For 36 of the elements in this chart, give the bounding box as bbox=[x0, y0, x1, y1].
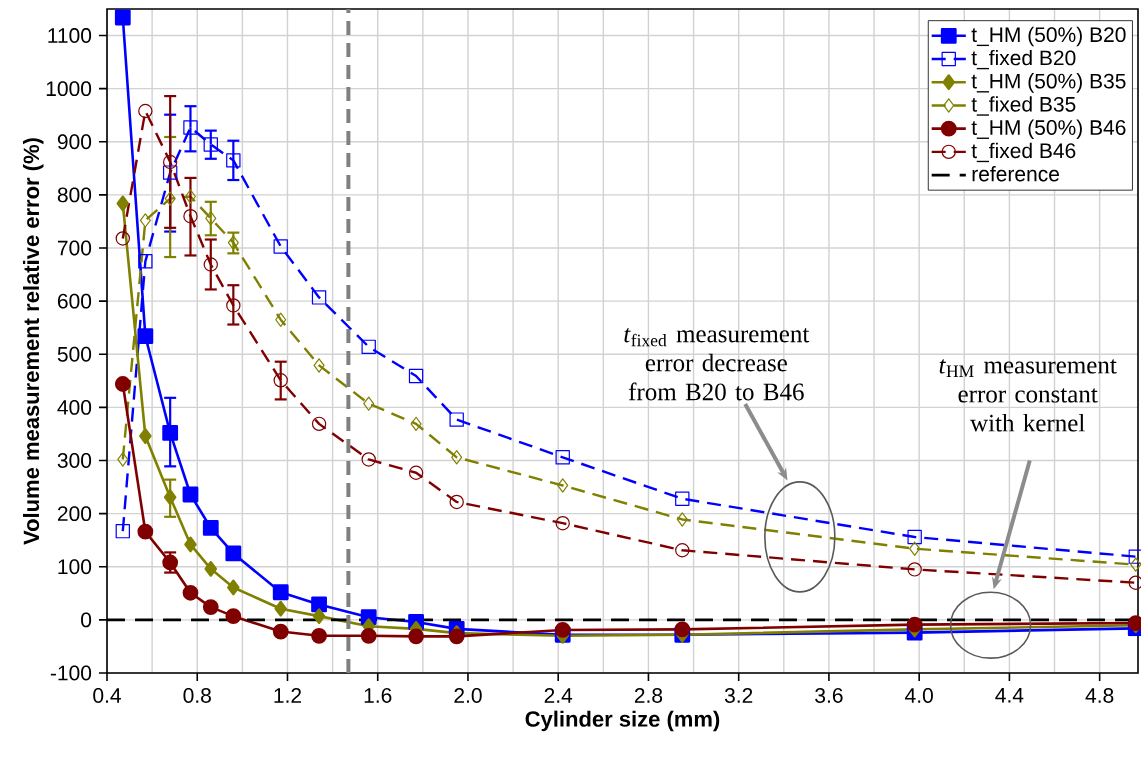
x-tick-label: 0.4 bbox=[93, 688, 121, 703]
x-tick-label: 1.2 bbox=[274, 688, 301, 703]
x-tick-label: 2.8 bbox=[634, 688, 663, 703]
x-tick-label: 0.8 bbox=[183, 688, 211, 703]
y-tick-label: 400 bbox=[57, 399, 92, 415]
legend-label: t_fixed B35 bbox=[971, 96, 1076, 116]
x-tick-label: 4.4 bbox=[995, 688, 1024, 703]
annotation: t$_{HM}$ measurement error constant with kernel bbox=[939, 359, 1117, 432]
y-tick-label: 200 bbox=[57, 506, 92, 522]
x-tick-label: 2.4 bbox=[544, 688, 573, 703]
legend-label: t_fixed B20 bbox=[971, 49, 1076, 70]
legend-label: t_HM (50%) B46 bbox=[971, 119, 1126, 140]
x-tick-label: 1.6 bbox=[364, 688, 392, 703]
x-tick-label: 2.0 bbox=[454, 688, 482, 703]
y-tick-label: 1000 bbox=[46, 81, 92, 97]
y-axis-title: Volume measurement relative error (%) bbox=[22, 138, 44, 545]
legend-label: reference bbox=[972, 165, 1059, 182]
x-tick-label: 3.2 bbox=[724, 688, 753, 703]
y-tick-label: -100 bbox=[50, 665, 92, 681]
y-tick-label: 100 bbox=[58, 559, 92, 575]
legend-label: t_HM (50%) B20 bbox=[971, 26, 1126, 47]
y-tick-label: 500 bbox=[57, 346, 92, 362]
y-tick-label: 0 bbox=[81, 612, 92, 628]
x-tick-label: 4.0 bbox=[905, 688, 933, 703]
y-tick-label: 900 bbox=[57, 134, 92, 150]
legend-label: t_fixed B46 bbox=[971, 142, 1076, 163]
y-tick-label: 1100 bbox=[48, 28, 92, 43]
y-tick-label: 600 bbox=[57, 293, 92, 309]
annotation: t$_{fixed}$ measurement error decrease from B20 to B46 bbox=[624, 328, 810, 401]
x-tick-label: 4.8 bbox=[1085, 688, 1114, 703]
legend-label: t_HM (50%) B35 bbox=[971, 73, 1126, 93]
x-axis-title: Cylinder size (mm) bbox=[525, 710, 720, 732]
y-tick-label: 700 bbox=[57, 240, 92, 256]
y-tick-label: 800 bbox=[57, 187, 92, 203]
x-tick-label: 3.6 bbox=[815, 688, 843, 703]
y-tick-label: 300 bbox=[57, 453, 92, 468]
